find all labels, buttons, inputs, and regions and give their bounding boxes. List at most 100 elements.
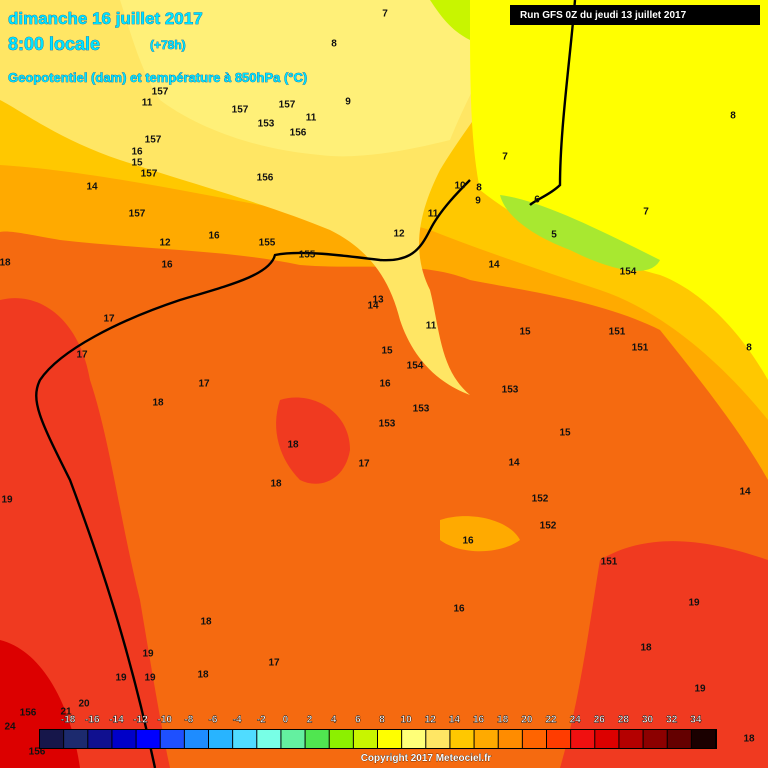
contour-label: 16 <box>462 536 474 547</box>
contour-label: 157 <box>232 105 249 116</box>
contour-label: 11 <box>426 321 437 332</box>
contour-label: 24 <box>4 722 16 733</box>
contour-label: 16 <box>131 147 143 158</box>
legend-swatch <box>426 730 450 748</box>
legend-label: -2 <box>257 715 266 726</box>
legend-swatch <box>281 730 305 748</box>
subtitle: Geopotentiel (dam) et température à 850h… <box>8 70 307 85</box>
legend-label: -10 <box>157 715 172 726</box>
contour-label: 153 <box>413 404 430 415</box>
contour-label: 7 <box>382 9 388 20</box>
contour-label: 15 <box>131 158 143 169</box>
contour-label: 8 <box>746 343 752 354</box>
legend-swatch <box>402 730 426 748</box>
legend-swatch <box>353 730 377 748</box>
legend-swatch <box>257 730 281 748</box>
contour-label: 19 <box>694 684 706 695</box>
contour-label: 11 <box>142 98 153 109</box>
contour-label: 17 <box>103 314 115 325</box>
contour-label: 155 <box>259 238 276 249</box>
contour-label: 17 <box>358 459 370 470</box>
contour-label: 153 <box>258 119 275 130</box>
contour-label: 18 <box>197 670 209 681</box>
contour-label: 18 <box>152 398 164 409</box>
contour-label: 10 <box>454 181 466 192</box>
contour-label: 13 <box>372 295 384 306</box>
contour-label: 7 <box>502 152 508 163</box>
contour-label: 16 <box>161 260 173 271</box>
contour-label: 17 <box>268 658 280 669</box>
legend-swatch <box>498 730 522 748</box>
contour-label: 14 <box>367 301 379 312</box>
legend-label: 20 <box>521 715 533 726</box>
contour-label: 153 <box>502 385 519 396</box>
contour-label: 6 <box>534 195 540 206</box>
contour-label: 19 <box>115 673 127 684</box>
contour-label: 17 <box>76 350 88 361</box>
contour-label: 15 <box>519 327 531 338</box>
contour-label: 11 <box>428 209 439 220</box>
contour-label: 8 <box>730 111 736 122</box>
contour-label: 157 <box>152 87 169 98</box>
legend-swatch <box>209 730 233 748</box>
legend-swatch <box>522 730 546 748</box>
contour-label: 17 <box>198 379 210 390</box>
contour-label: 19 <box>1 495 13 506</box>
contour-label: 18 <box>287 440 299 451</box>
contour-label: 8 <box>476 183 482 194</box>
legend-label: 32 <box>666 715 678 726</box>
contour-label: 11 <box>306 113 317 124</box>
legend-label: -8 <box>184 715 193 726</box>
legend-label: 28 <box>618 715 630 726</box>
legend-label: -14 <box>109 715 124 726</box>
legend-label: 2 <box>307 715 313 726</box>
contour-label: 9 <box>345 97 351 108</box>
legend-label: -18 <box>61 715 76 726</box>
run-label: Run GFS 0Z du jeudi 13 juillet 2017 <box>520 10 687 21</box>
lead: (+78h) <box>150 38 186 52</box>
legend-swatch <box>643 730 667 748</box>
contour-label: 16 <box>379 379 391 390</box>
contour-label: 157 <box>279 100 296 111</box>
contour-label: 157 <box>129 209 146 220</box>
legend-swatch <box>595 730 619 748</box>
legend-label: -4 <box>233 715 242 726</box>
legend-label: 24 <box>570 715 582 726</box>
contour-label: 152 <box>532 494 549 505</box>
contour-label: 12 <box>393 229 405 240</box>
contour-label: 15 <box>559 428 571 439</box>
legend-swatch <box>571 730 595 748</box>
contour-label: 19 <box>688 598 700 609</box>
run-box <box>510 5 760 25</box>
legend-label: 0 <box>283 715 289 726</box>
contour-label: 151 <box>632 343 649 354</box>
contour-label: 21 <box>60 707 72 718</box>
contour-label: 14 <box>488 260 500 271</box>
legend-swatch <box>64 730 88 748</box>
contour-label: 18 <box>0 258 11 269</box>
legend-label: 34 <box>690 715 702 726</box>
contour-label: 156 <box>290 128 307 139</box>
legend-label: -12 <box>133 715 148 726</box>
legend-swatch <box>136 730 160 748</box>
contour-label: 154 <box>407 361 424 372</box>
legend-swatch <box>88 730 112 748</box>
legend-swatch <box>112 730 136 748</box>
time: 8:00 locale <box>8 34 100 54</box>
contour-label: 18 <box>270 479 282 490</box>
legend-label: 4 <box>331 715 337 726</box>
contour-label: 5 <box>551 230 557 241</box>
legend-swatch <box>619 730 643 748</box>
legend-label: 10 <box>401 715 413 726</box>
legend-swatch <box>40 730 64 748</box>
legend-swatch <box>547 730 571 748</box>
copyright: Copyright 2017 Meteociel.fr <box>361 753 492 764</box>
contour-label: 9 <box>475 196 481 207</box>
contour-label: 18 <box>640 643 652 654</box>
legend-label: 30 <box>642 715 654 726</box>
legend-swatch <box>305 730 329 748</box>
legend-label: 8 <box>379 715 385 726</box>
legend-label: -6 <box>209 715 218 726</box>
contour-label: 7 <box>643 207 649 218</box>
